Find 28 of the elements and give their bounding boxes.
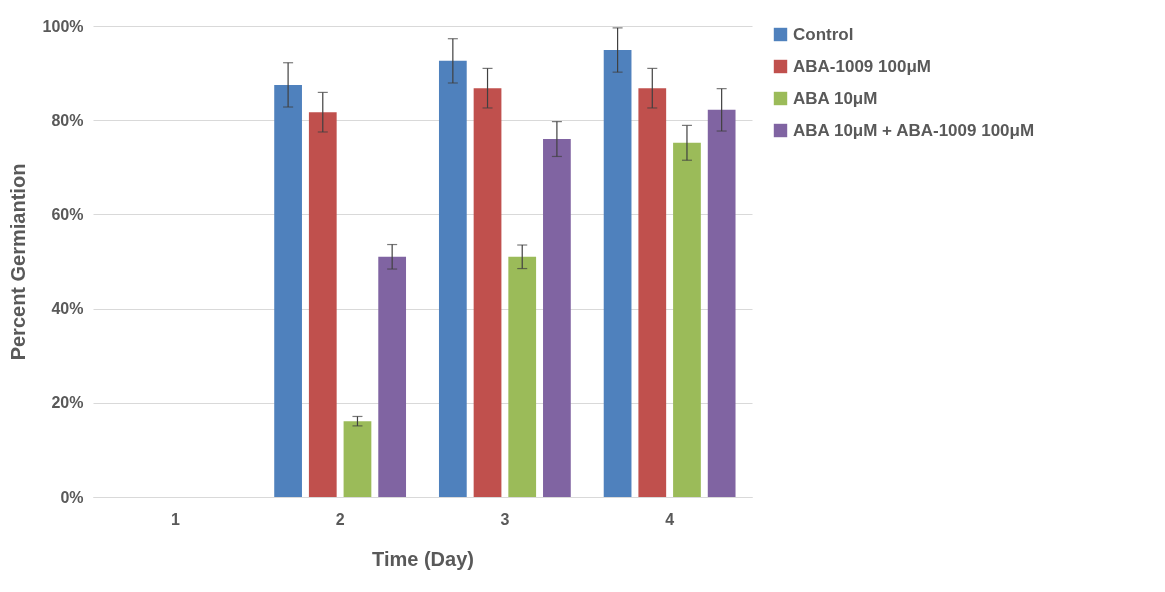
bar [274, 84, 302, 497]
y-tick-label: 80% [51, 111, 84, 129]
bar [378, 256, 407, 497]
x-tick-label: 1 [170, 510, 180, 528]
y-tick-label: 0% [60, 488, 84, 506]
bar [707, 109, 736, 497]
legend-label: ABA-1009 100μM [793, 56, 931, 76]
y-tick-label: 20% [51, 394, 84, 412]
x-axis-title: Time (Day) [372, 547, 474, 570]
bar [638, 88, 667, 497]
legend-label: Control [793, 24, 854, 44]
y-tick-label: 100% [42, 17, 84, 35]
y-axis-title: Percent Germiantion [6, 163, 29, 361]
y-tick-label: 60% [51, 205, 84, 223]
bar [438, 60, 467, 497]
bar [673, 142, 701, 497]
y-tick-label: 40% [51, 300, 84, 318]
bar [308, 112, 337, 497]
bar [508, 256, 537, 497]
x-tick-label: 4 [665, 510, 675, 528]
legend-label: ABA 10μM + ABA-1009 100μM [793, 120, 1035, 140]
bar [473, 88, 502, 497]
bar [343, 421, 372, 497]
bar [603, 50, 632, 497]
x-tick-label: 3 [500, 510, 510, 528]
legend-label: ABA 10μM [793, 88, 878, 108]
bar [543, 139, 571, 497]
x-tick-label: 2 [335, 510, 345, 528]
